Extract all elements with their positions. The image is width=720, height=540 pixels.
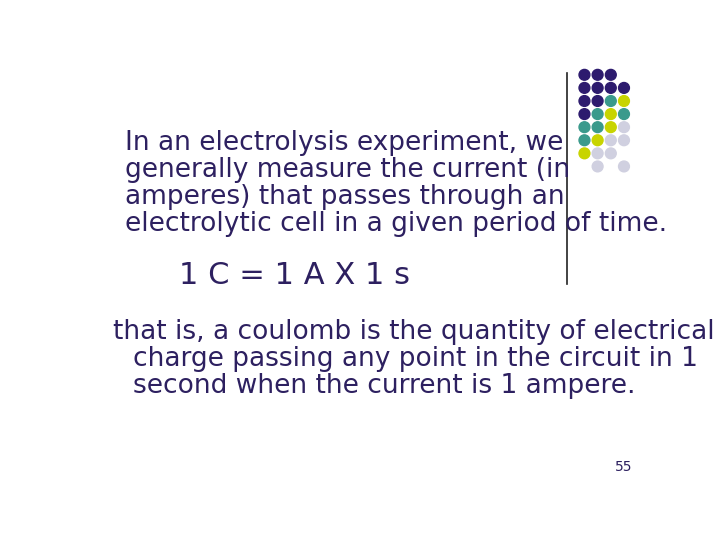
Circle shape — [579, 148, 590, 159]
Circle shape — [618, 161, 629, 172]
Text: electrolytic cell in a given period of time.: electrolytic cell in a given period of t… — [125, 211, 667, 237]
Text: In an electrolysis experiment, we: In an electrolysis experiment, we — [125, 130, 563, 156]
Circle shape — [606, 96, 616, 106]
Circle shape — [606, 83, 616, 93]
Circle shape — [593, 70, 603, 80]
Text: generally measure the current (in: generally measure the current (in — [125, 157, 570, 183]
Circle shape — [593, 161, 603, 172]
Circle shape — [606, 148, 616, 159]
Circle shape — [593, 148, 603, 159]
Text: amperes) that passes through an: amperes) that passes through an — [125, 184, 564, 210]
Circle shape — [593, 96, 603, 106]
Circle shape — [618, 83, 629, 93]
Circle shape — [593, 135, 603, 146]
Text: 55: 55 — [615, 461, 632, 475]
Circle shape — [593, 109, 603, 119]
Circle shape — [606, 70, 616, 80]
Circle shape — [618, 109, 629, 119]
Text: second when the current is 1 ampere.: second when the current is 1 ampere. — [132, 373, 635, 399]
Text: that is, a coulomb is the quantity of electrical: that is, a coulomb is the quantity of el… — [113, 319, 715, 345]
Circle shape — [579, 109, 590, 119]
Text: charge passing any point in the circuit in 1: charge passing any point in the circuit … — [132, 346, 698, 372]
Circle shape — [618, 135, 629, 146]
Circle shape — [579, 135, 590, 146]
Circle shape — [593, 122, 603, 132]
Circle shape — [606, 109, 616, 119]
Circle shape — [579, 96, 590, 106]
Circle shape — [593, 83, 603, 93]
Circle shape — [618, 122, 629, 132]
Circle shape — [606, 135, 616, 146]
Circle shape — [606, 122, 616, 132]
Circle shape — [579, 122, 590, 132]
Circle shape — [579, 70, 590, 80]
Circle shape — [579, 83, 590, 93]
Text: 1 C = 1 A X 1 s: 1 C = 1 A X 1 s — [179, 261, 410, 290]
Circle shape — [618, 96, 629, 106]
